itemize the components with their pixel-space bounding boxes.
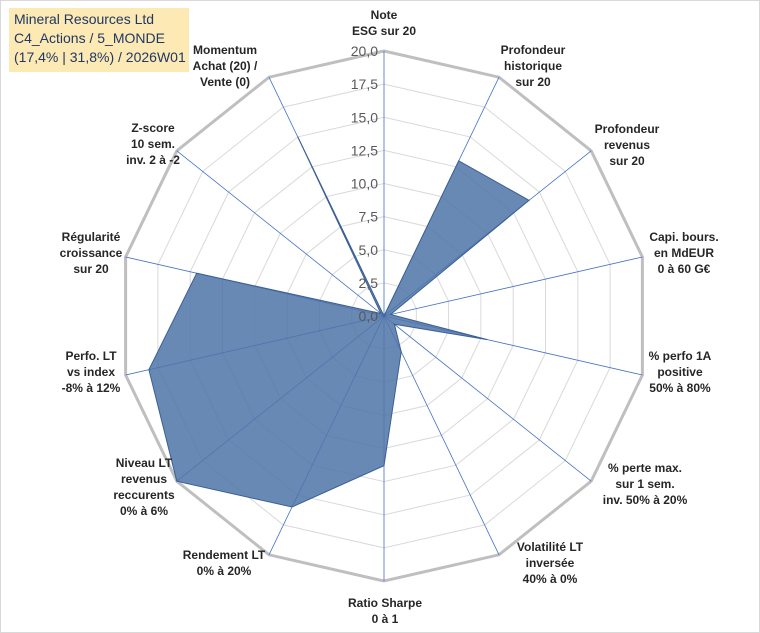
radar-axis-label-line: Achat (20) / — [193, 59, 258, 73]
radar-spoke — [383, 256, 643, 317]
radar-axis-label: Profondeur historique sur 20 — [501, 43, 566, 89]
radar-axis-label-line: sur 20 — [73, 262, 109, 276]
radar-axis-label: Volatilité LT inversée 40% à 0% — [517, 540, 584, 586]
radar-axis-label-line: inversée — [526, 556, 575, 570]
radar-series — [148, 136, 530, 508]
radar-axis-label: % perfo 1A positive 50% à 80% — [649, 349, 712, 395]
radar-axis-label-line: inv. 2 à -2 — [126, 153, 180, 167]
radar-spoke — [176, 150, 385, 317]
radar-axis-label: Capi. bours. en MdEUR 0 à 60 G€ — [649, 230, 718, 276]
radar-tick-label: 12,5 — [351, 142, 378, 158]
performance-period: (17,4% | 31,8%) / 2026W01 — [14, 49, 186, 65]
radar-axis-label-line: inv. 50% à 20% — [603, 493, 688, 507]
radar-axis-label-line: 0 à 1 — [372, 612, 399, 626]
radar-tick-label: 20,0 — [351, 43, 378, 59]
radar-axis-label-line: 0 à 60 G€ — [658, 262, 711, 276]
company-name: Mineral Resources Ltd — [14, 11, 155, 27]
radar-axis-label-line: croissance — [60, 246, 123, 260]
radar-axis-label: % perte max. sur 1 sem. inv. 50% à 20% — [603, 461, 688, 507]
radar-tick-label: 15,0 — [351, 109, 378, 125]
radar-axis-label-line: % perfo 1A — [649, 349, 712, 363]
radar-axis-label: Ratio Sharpe 0 à 1 — [348, 596, 422, 626]
radar-axis-label-line: % perte max. — [608, 461, 682, 475]
radar-spoke — [383, 315, 592, 482]
radar-axis-label: Rendement LT 0% à 20% — [183, 548, 266, 578]
radar-tick-labels: 0,0 2,5 5,0 7,5 10,0 12,5 15,0 17,5 20,0 — [351, 43, 378, 324]
radar-axis-label-line: ESG sur 20 — [352, 24, 416, 38]
radar-axis-label-line: en MdEUR — [654, 246, 714, 260]
radar-axis-label-line: Capi. bours. — [649, 230, 718, 244]
portfolio-category: C4_Actions / 5_MONDE — [14, 30, 165, 46]
radar-axis-label-line: Vente (0) — [200, 75, 250, 89]
radar-axis-label-line: 0% à 20% — [197, 564, 252, 578]
radar-axis-label-line: Niveau LT — [116, 456, 173, 470]
radar-tick-label: 0,0 — [359, 308, 379, 324]
radar-axis-labels: Note ESG sur 20 Profondeur historique sur 20… — [60, 8, 719, 626]
radar-axis-label: Profondeur revenus sur 20 — [595, 122, 660, 168]
radar-tick-label: 5,0 — [359, 242, 379, 258]
radar-axis-label-line: 40% à 0% — [523, 572, 578, 586]
radar-axis-label: Perfo. LT vs index -8% à 12% — [62, 349, 121, 395]
radar-axis-label-line: Rendement LT — [183, 548, 266, 562]
radar-axis-label-line: revenus — [604, 138, 650, 152]
radar-tick-label: 17,5 — [351, 76, 378, 92]
radar-axis-label-line: -8% à 12% — [62, 381, 121, 395]
radar-axis-label-line: Momentum — [193, 43, 257, 57]
radar-axis-label-line: Régularité — [62, 230, 121, 244]
radar-axis-label-line: sur 20 — [515, 75, 551, 89]
radar-axis-label-line: revenus — [121, 472, 167, 486]
radar-axis-label-line: 0% à 6% — [120, 504, 168, 518]
radar-axis-label: Z-score 10 sem. inv. 2 à -2 — [126, 121, 180, 167]
radar-axis-label: Niveau LT revenus reccurents 0% à 6% — [113, 456, 175, 518]
radar-axis-label-line: historique — [504, 59, 562, 73]
radar-axis-label-line: Z-score — [131, 121, 175, 135]
radar-axis-label-line: Ratio Sharpe — [348, 596, 422, 610]
radar-axis-label-line: reccurents — [113, 488, 175, 502]
radar-axis-label: Note ESG sur 20 — [352, 8, 416, 38]
radar-axis-label-line: 50% à 80% — [649, 381, 711, 395]
chart-title-box: Mineral Resources Ltd C4_Actions / 5_MON… — [9, 8, 189, 72]
radar-axis-label: Momentum Achat (20) / Vente (0) — [193, 43, 258, 89]
radar-axis-label-line: Perfo. LT — [65, 349, 117, 363]
radar-axis-label-line: vs index — [67, 365, 115, 379]
radar-tick-label: 2,5 — [359, 275, 379, 291]
radar-series-area — [148, 136, 530, 508]
radar-axis-label-line: Volatilité LT — [517, 540, 584, 554]
radar-tick-label: 10,0 — [351, 176, 378, 192]
radar-axis-label-line: Note — [371, 8, 398, 22]
radar-spoke — [383, 315, 500, 555]
radar-axis-label-line: Profondeur — [501, 43, 566, 57]
radar-axis-label-line: 10 sem. — [131, 137, 175, 151]
radar-axis-label: Régularité croissance sur 20 — [60, 230, 123, 276]
radar-axis-label-line: sur 20 — [609, 154, 645, 168]
radar-axis-label-line: sur 1 sem. — [615, 477, 674, 491]
radar-axis-label-line: Profondeur — [595, 122, 660, 136]
radar-axis-label-line: positive — [657, 365, 703, 379]
radar-tick-label: 7,5 — [359, 209, 379, 225]
